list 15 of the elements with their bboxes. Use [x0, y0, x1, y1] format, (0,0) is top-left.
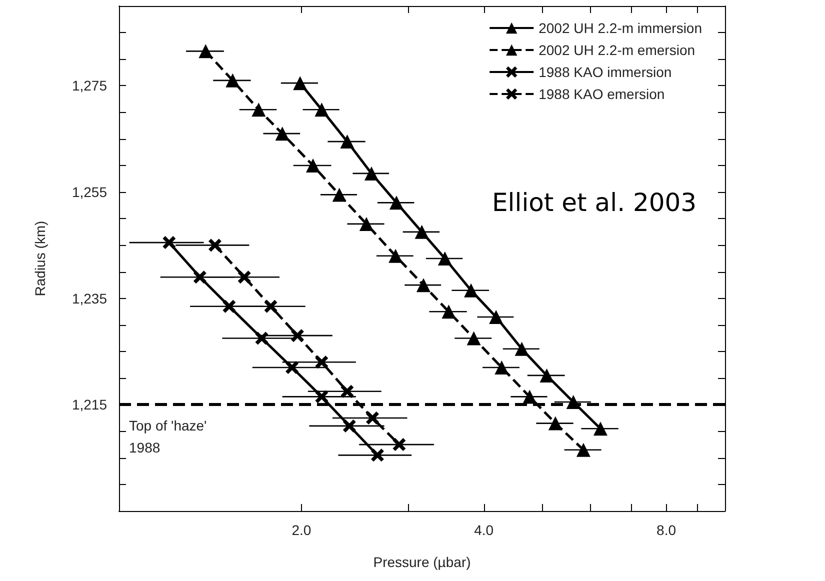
x-tick-label: 4.0 — [474, 522, 494, 538]
legend-label: 2002 UH 2.2-m emersion — [538, 42, 696, 58]
x-axis-title: Pressure (µbar) — [373, 554, 471, 570]
x-tick-label: 8.0 — [656, 522, 676, 538]
annotation: Elliot et al. 2003 — [492, 188, 697, 217]
legend-label: 1988 KAO immersion — [538, 64, 672, 80]
legend-label: 2002 UH 2.2-m immersion — [538, 20, 702, 36]
y-tick-label: 1,275 — [72, 78, 108, 94]
y-tick-label: 1,255 — [72, 184, 108, 200]
x-tick-label: 2.0 — [292, 522, 312, 538]
ref-line-label: Top of 'haze' 1988 — [129, 418, 207, 456]
y-axis-title: Radius (km) — [32, 220, 48, 296]
y-tick-label: 1,215 — [72, 396, 108, 413]
legend-label: 1988 KAO emersion — [538, 86, 665, 102]
y-tick-label: 1,235 — [72, 290, 108, 306]
